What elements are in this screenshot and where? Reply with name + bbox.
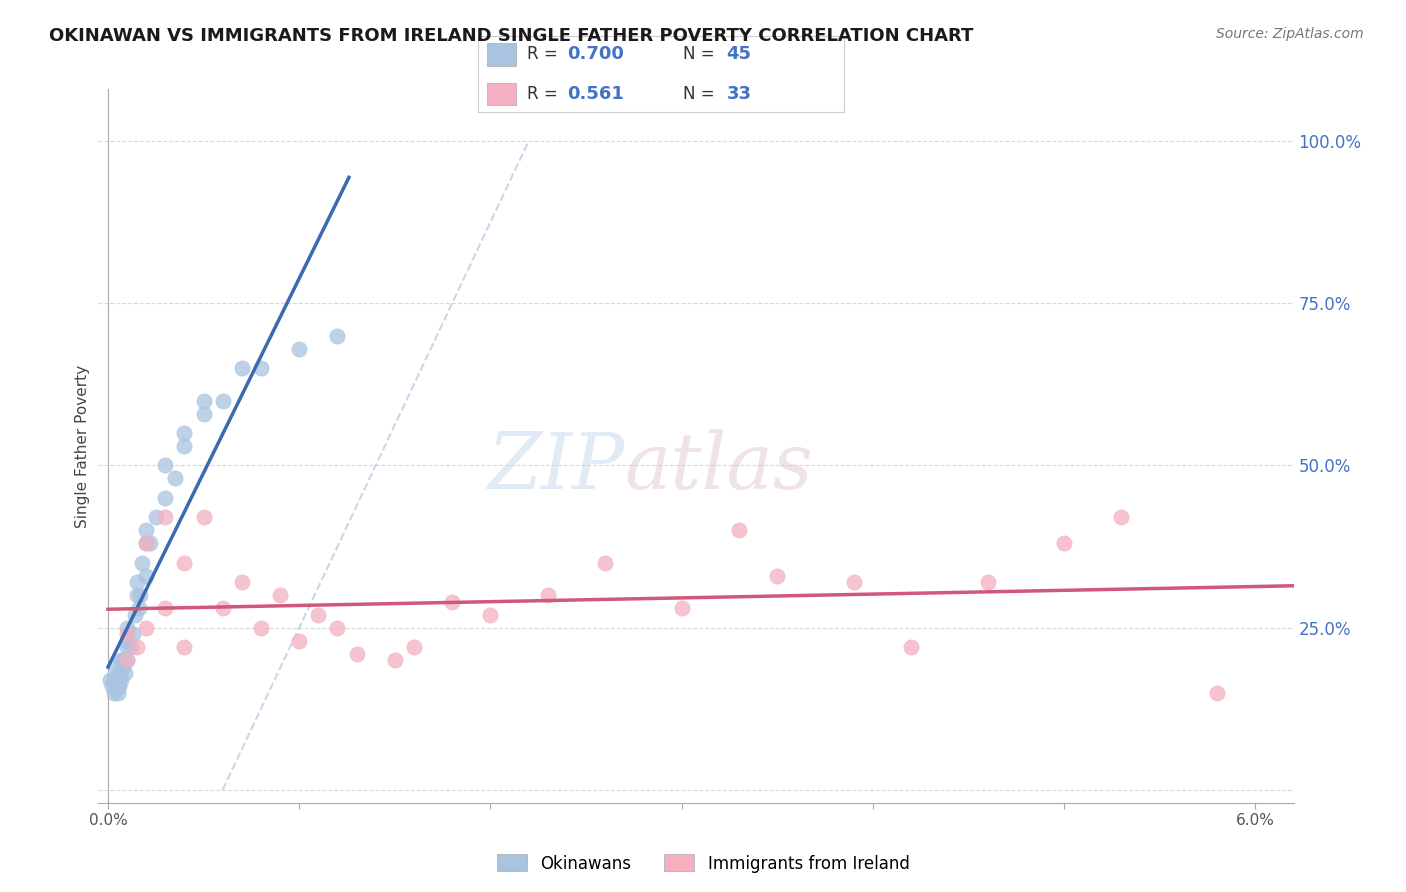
Point [114, 666, 136, 681]
Point [115, 653, 138, 667]
Point [671, 601, 693, 615]
Point [842, 575, 865, 590]
Point [98, 673, 121, 687]
Point [139, 536, 162, 550]
Point [1053, 536, 1076, 550]
Text: R =: R = [527, 45, 564, 63]
Point [155, 601, 177, 615]
Text: 33: 33 [727, 85, 752, 103]
Point [120, 640, 142, 654]
Point [441, 595, 464, 609]
Point [110, 653, 132, 667]
Point [479, 607, 502, 622]
Point [250, 621, 273, 635]
Point [115, 621, 138, 635]
Point [193, 407, 215, 421]
Point [173, 439, 195, 453]
Point [125, 640, 148, 654]
Point [900, 640, 922, 654]
Text: 0.700: 0.700 [568, 45, 624, 63]
Point [115, 627, 138, 641]
Point [107, 685, 129, 699]
Point [326, 328, 349, 343]
Point [155, 510, 177, 524]
Bar [488, 44, 516, 66]
Point [125, 575, 148, 590]
Point [250, 361, 273, 376]
Point [103, 685, 125, 699]
Point [231, 575, 253, 590]
Point [346, 647, 368, 661]
Point [728, 524, 751, 538]
Point [135, 568, 157, 582]
Point [173, 640, 195, 654]
Point [326, 621, 349, 635]
Point [1111, 510, 1133, 524]
Point [107, 673, 129, 687]
Text: Source: ZipAtlas.com: Source: ZipAtlas.com [1216, 27, 1364, 41]
Point [288, 342, 311, 356]
Point [976, 575, 998, 590]
Point [593, 556, 616, 570]
Text: 45: 45 [727, 45, 752, 63]
Point [124, 607, 146, 622]
Point [135, 536, 157, 550]
Point [307, 607, 329, 622]
Point [115, 633, 138, 648]
Point [108, 666, 131, 681]
Point [145, 510, 167, 524]
Point [107, 679, 129, 693]
Point [173, 425, 195, 440]
Point [110, 673, 132, 687]
Point [125, 588, 148, 602]
Text: OKINAWAN VS IMMIGRANTS FROM IRELAND SINGLE FATHER POVERTY CORRELATION CHART: OKINAWAN VS IMMIGRANTS FROM IRELAND SING… [49, 27, 973, 45]
Point [211, 393, 233, 408]
Point [155, 491, 177, 505]
Legend: Okinawans, Immigrants from Ireland: Okinawans, Immigrants from Ireland [489, 847, 917, 880]
Point [402, 640, 425, 654]
Point [128, 601, 150, 615]
Point [101, 679, 124, 693]
Point [108, 679, 131, 693]
Point [115, 653, 138, 667]
Point [766, 568, 789, 582]
Point [129, 588, 152, 602]
Point [537, 588, 560, 602]
Point [135, 524, 157, 538]
Point [104, 659, 127, 673]
Point [121, 627, 143, 641]
Point [115, 640, 138, 654]
Text: R =: R = [527, 85, 564, 103]
Point [1206, 685, 1229, 699]
Point [288, 633, 311, 648]
Point [103, 673, 125, 687]
Point [384, 653, 406, 667]
Point [163, 471, 186, 485]
Point [231, 361, 253, 376]
Text: N =: N = [683, 45, 720, 63]
Point [135, 621, 157, 635]
Bar [488, 83, 516, 105]
Point [193, 393, 215, 408]
Text: N =: N = [683, 85, 720, 103]
Point [131, 556, 153, 570]
Text: 0.561: 0.561 [568, 85, 624, 103]
Point [112, 659, 135, 673]
Point [155, 458, 177, 473]
Point [173, 556, 195, 570]
Point [211, 601, 233, 615]
Text: atlas: atlas [624, 429, 813, 506]
Point [269, 588, 291, 602]
Point [112, 653, 135, 667]
Y-axis label: Single Father Poverty: Single Father Poverty [75, 365, 90, 527]
Point [104, 673, 127, 687]
Text: ZIP: ZIP [486, 429, 624, 506]
Point [135, 536, 157, 550]
Point [193, 510, 215, 524]
